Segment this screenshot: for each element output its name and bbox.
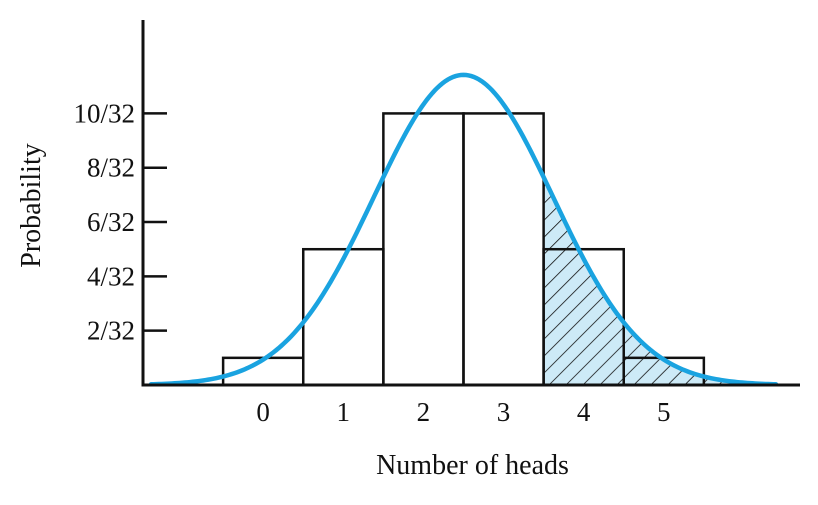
x-tick-label: 3 xyxy=(497,397,511,427)
y-tick-label: 10/32 xyxy=(73,98,135,128)
x-tick-label: 0 xyxy=(256,397,270,427)
x-tick-label: 1 xyxy=(337,397,351,427)
x-ticks: 0 1 2 3 4 5 xyxy=(256,397,670,427)
y-ticks: 2/32 4/32 6/32 8/32 10/32 xyxy=(73,98,167,346)
axes xyxy=(141,20,800,387)
x-tick-label: 4 xyxy=(577,397,591,427)
shaded-region-hatch xyxy=(543,74,776,385)
x-tick-label: 2 xyxy=(417,397,431,427)
x-axis-title: Number of heads xyxy=(376,450,569,481)
y-axis-title: Probability xyxy=(16,143,47,267)
normal-curve xyxy=(148,72,779,387)
histogram-bar-1 xyxy=(301,247,385,387)
y-tick-label: 2/32 xyxy=(87,316,135,346)
y-tick-label: 8/32 xyxy=(87,153,135,183)
x-tick-label: 5 xyxy=(657,397,671,427)
y-tick-label: 6/32 xyxy=(87,207,135,237)
shaded-region xyxy=(543,74,776,385)
y-tick-label: 4/32 xyxy=(87,261,135,291)
